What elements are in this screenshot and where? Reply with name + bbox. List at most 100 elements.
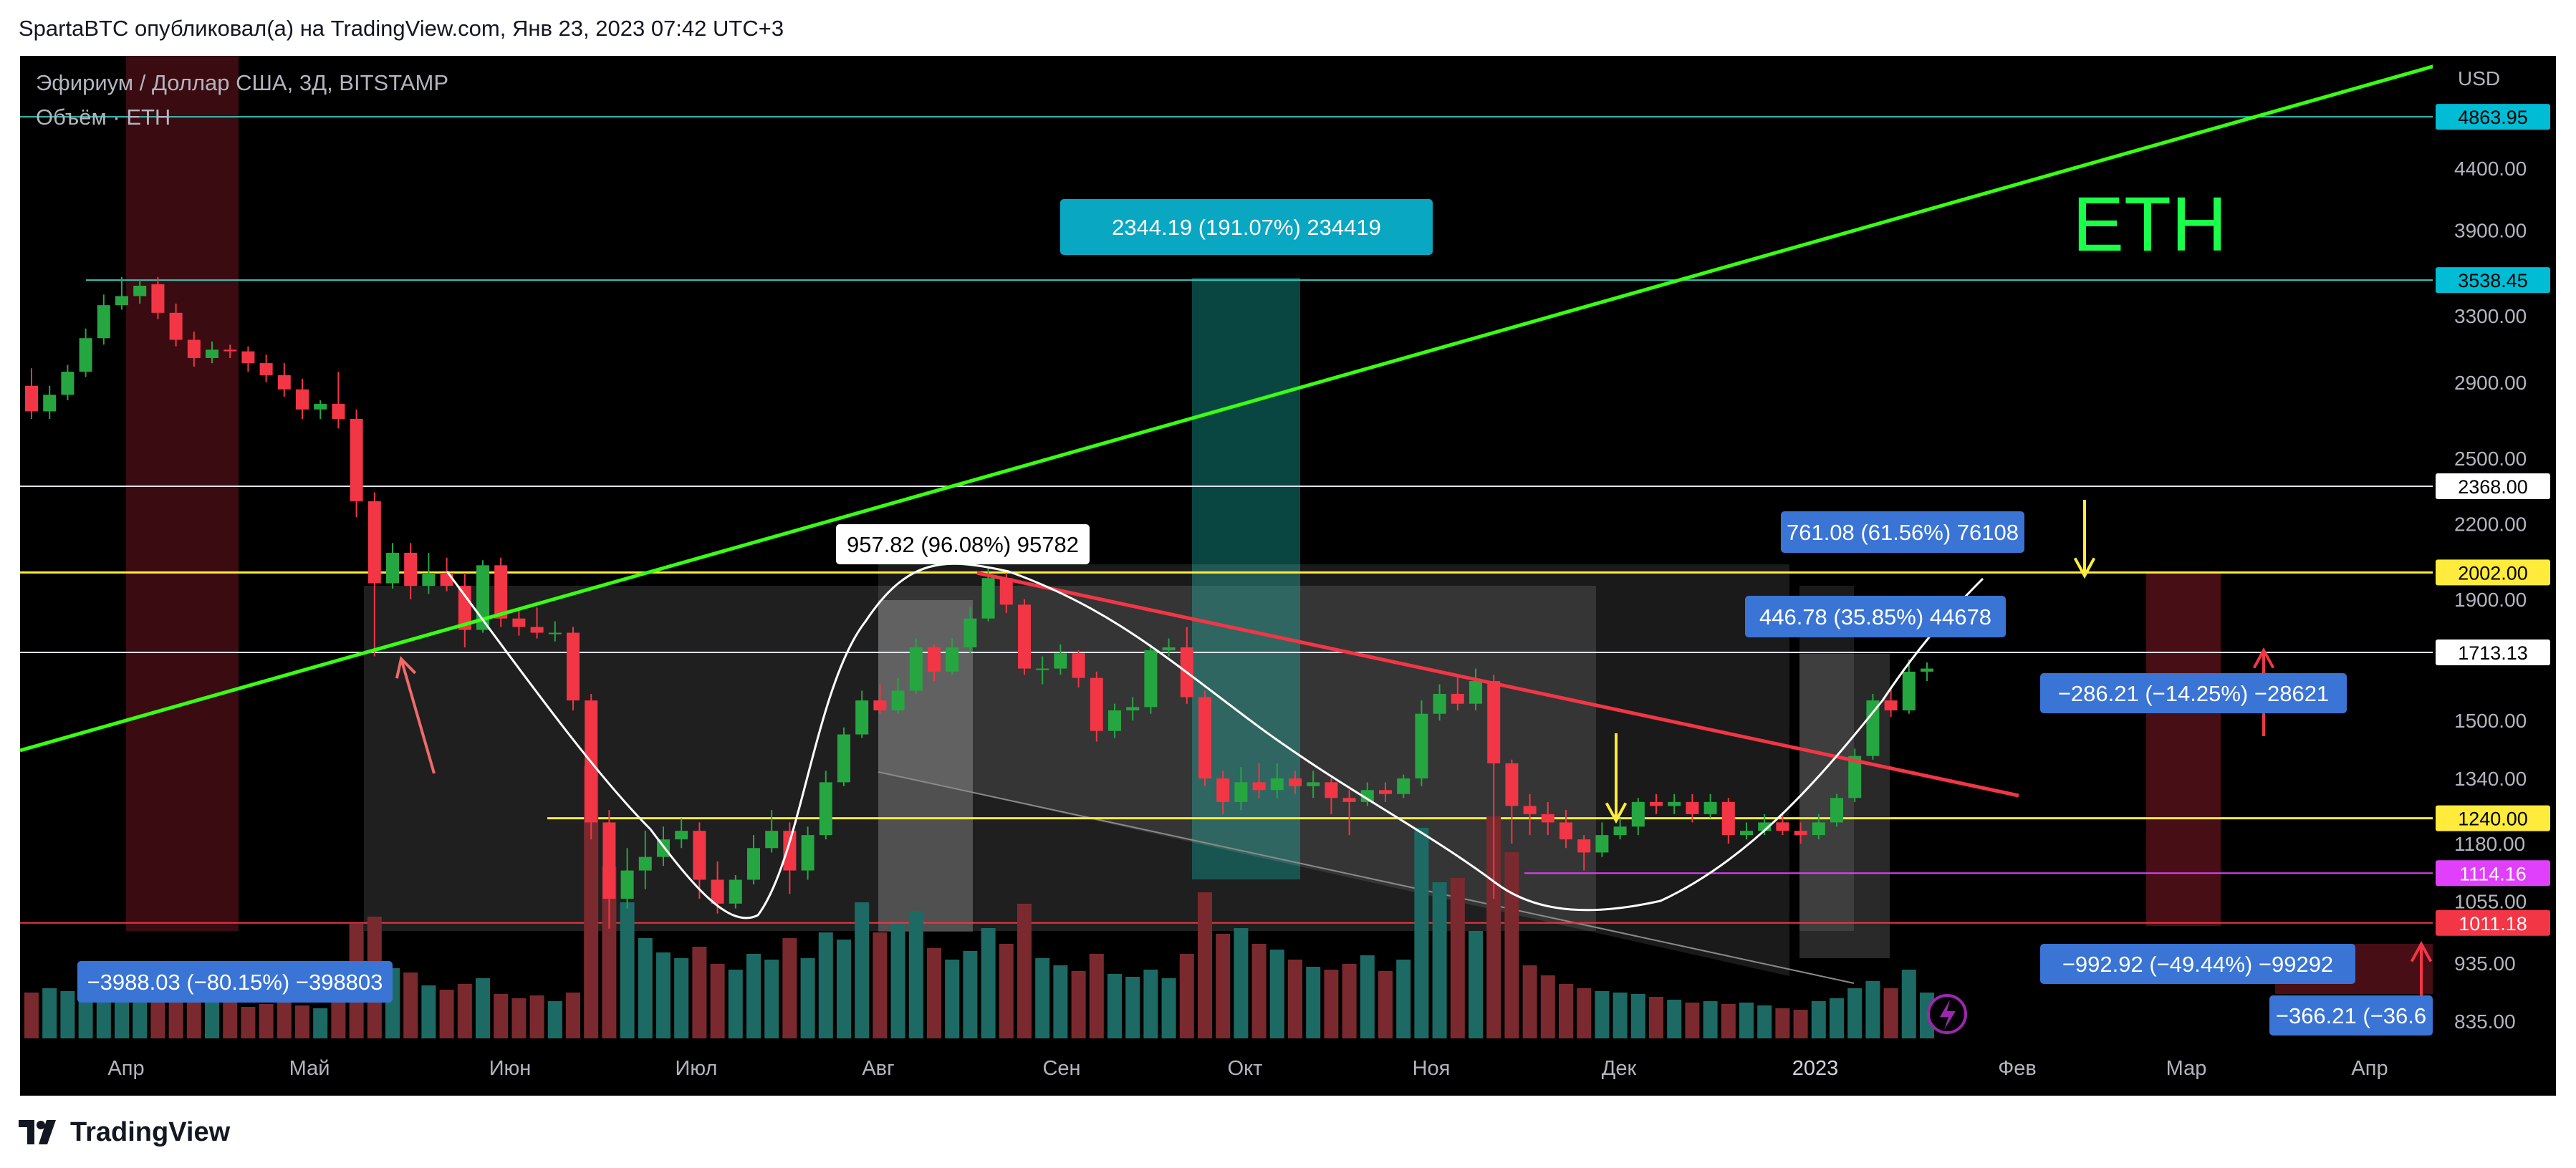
time-axis-tick: Авг (862, 1057, 894, 1080)
volume-bar (1883, 988, 1898, 1038)
volume-bar (638, 938, 653, 1038)
candle-body (837, 734, 850, 783)
volume-bar (1089, 954, 1104, 1038)
candle-body (187, 339, 201, 358)
volume-bar (511, 998, 527, 1038)
callout-range-fev-box (2040, 673, 2347, 713)
eth-watermark: ETH (2072, 180, 2227, 267)
time-axis-tick: Апр (2351, 1057, 2388, 1080)
volume-bar (1396, 960, 1411, 1038)
candle-body (1234, 782, 1248, 802)
candle-body (1776, 822, 1789, 831)
volume-bar (60, 991, 75, 1038)
callout-range-fev-text: −286.21 (−14.25%) −28621 (2058, 681, 2329, 706)
volume-bar (1378, 971, 1393, 1038)
time-axis-tick: Апр (107, 1057, 144, 1080)
candle-body (1054, 653, 1067, 669)
callout-range-mar-text: −992.92 (−49.44%) −99292 (2062, 952, 2333, 977)
candle-body (1325, 782, 1338, 798)
volume-bar (547, 1001, 562, 1038)
volume-bar (602, 867, 617, 1038)
lightning-icon (1940, 1000, 1956, 1030)
price-axis-tick: 3900.00 (2454, 219, 2527, 241)
candle-body (1758, 822, 1772, 831)
volume-bar (855, 902, 870, 1038)
candle-body (1505, 763, 1519, 806)
candle-body (1487, 681, 1501, 763)
callout-range-early-box (77, 961, 393, 1003)
price-chart[interactable]: 4863.95 3538.45 2368.00 2002.00 1713.13 1240.… (20, 56, 2556, 1096)
candle-body (404, 552, 418, 587)
time-axis-tick: Дек (1602, 1057, 1637, 1080)
volume-bar (205, 1000, 219, 1038)
candle-body (1848, 756, 1862, 798)
red-arrow-up-mar-head (2252, 647, 2275, 669)
channel-lower-line (878, 771, 1855, 984)
volume-bar (1901, 970, 1916, 1038)
candle-body (1270, 778, 1284, 791)
candle-body (1144, 650, 1158, 708)
price-axis-tick: 2200.00 (2454, 513, 2527, 536)
candle-body (224, 349, 237, 352)
candle-body (25, 385, 38, 412)
volume-bar (1432, 882, 1447, 1038)
volume-bar (1179, 954, 1194, 1038)
chart-legend: Эфириум / Доллар США, 3Д, BITSTAMP Объём… (36, 70, 448, 130)
footer-brand[interactable]: TradingView (19, 1114, 230, 1150)
volume-bar (764, 960, 779, 1038)
candle-body (1631, 801, 1645, 827)
chart-subtitle: Объём · ETH (36, 105, 170, 130)
volume-bar (1324, 970, 1339, 1038)
candle-body (97, 305, 110, 339)
volume-bar (837, 940, 851, 1038)
volume-bar (1847, 988, 1863, 1038)
callout-range-aug-text: 957.82 (96.08%) 95782 (847, 532, 1079, 557)
candle-body (1451, 693, 1464, 704)
volume-bar (1306, 967, 1321, 1038)
callout-range-mar-box (2040, 944, 2355, 984)
volume-bar (96, 995, 111, 1038)
candle-body (1072, 653, 1085, 678)
candle-body (1379, 790, 1392, 794)
volume-bar (692, 947, 707, 1038)
volume-bar (1630, 994, 1645, 1038)
volume-bar (277, 1001, 292, 1038)
price-level-tag (2436, 805, 2550, 831)
candle-body (891, 690, 905, 711)
volume-bar (476, 978, 490, 1038)
volume-bar (1559, 984, 1573, 1038)
price-level-tag (2436, 267, 2550, 294)
volume-bar (457, 984, 472, 1038)
callout-range-jan-box (1745, 596, 2006, 637)
price-axis-tick: 1900.00 (2454, 589, 2527, 611)
volume-bar (1739, 1003, 1754, 1038)
candle-body (1686, 801, 1699, 814)
price-level-tag (2436, 639, 2550, 665)
volume-bar (1757, 1005, 1772, 1038)
candle-body (367, 501, 381, 584)
candle-body (1036, 668, 1049, 670)
price-level-label: 1713.13 (2458, 642, 2528, 664)
white-cycle-curve (446, 562, 1984, 920)
price-axis-tick: 3300.00 (2454, 305, 2527, 327)
volume-bar (24, 993, 39, 1038)
candle-body (1090, 677, 1103, 731)
volume-bar (1360, 955, 1375, 1038)
candle-body (1577, 839, 1591, 853)
price-axis-tick: 2500.00 (2454, 448, 2527, 470)
volume-bar (1486, 816, 1501, 1038)
volume-bar (818, 932, 833, 1038)
volume-bar (1107, 974, 1122, 1038)
candle-body (1650, 801, 1663, 806)
alert-icon[interactable] (1927, 994, 1967, 1034)
candle-body (332, 404, 345, 419)
red-down-trend-line (976, 571, 2019, 798)
chart-panel[interactable]: 4863.95 3538.45 2368.00 2002.00 1713.13 1240.… (20, 56, 2556, 1096)
volume-bar (656, 952, 671, 1038)
volume-bar (945, 960, 960, 1038)
candle-body (1884, 700, 1898, 711)
time-axis-tick: Май (289, 1057, 330, 1080)
volume-bar (746, 954, 761, 1038)
volume-bar (1053, 965, 1068, 1038)
currency-label: USD (2458, 67, 2500, 90)
